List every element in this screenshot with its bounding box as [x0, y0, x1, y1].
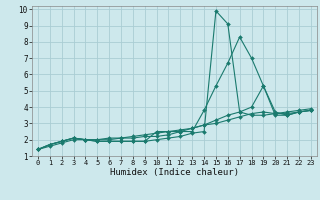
X-axis label: Humidex (Indice chaleur): Humidex (Indice chaleur) [110, 168, 239, 177]
